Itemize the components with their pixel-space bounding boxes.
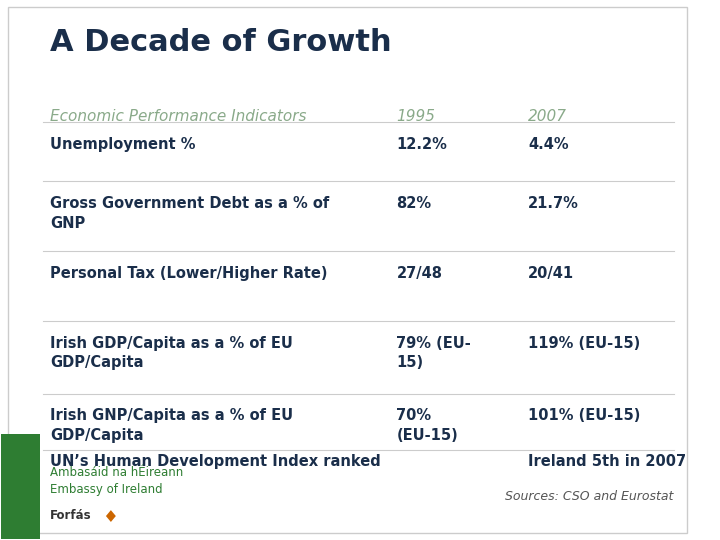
Text: Gross Government Debt as a % of
GNP: Gross Government Debt as a % of GNP bbox=[50, 196, 329, 231]
Text: 27/48: 27/48 bbox=[397, 266, 442, 281]
Text: 82%: 82% bbox=[397, 196, 431, 211]
Bar bbox=[1, 434, 40, 538]
Text: Irish GNP/Capita as a % of EU
GDP/Capita: Irish GNP/Capita as a % of EU GDP/Capita bbox=[50, 408, 293, 443]
Text: A Decade of Growth: A Decade of Growth bbox=[50, 28, 392, 57]
Text: Personal Tax (Lower/Higher Rate): Personal Tax (Lower/Higher Rate) bbox=[50, 266, 328, 281]
Text: Forfás: Forfás bbox=[50, 509, 91, 522]
Text: 119% (EU-15): 119% (EU-15) bbox=[528, 335, 640, 350]
Text: Sources: CSO and Eurostat: Sources: CSO and Eurostat bbox=[505, 490, 674, 503]
Text: 79% (EU-
15): 79% (EU- 15) bbox=[397, 335, 471, 370]
Text: Unemployment %: Unemployment % bbox=[50, 137, 195, 152]
Text: 1995: 1995 bbox=[397, 109, 436, 124]
Text: 101% (EU-15): 101% (EU-15) bbox=[528, 408, 641, 423]
Text: 12.2%: 12.2% bbox=[397, 137, 447, 152]
Text: Irish GDP/Capita as a % of EU
GDP/Capita: Irish GDP/Capita as a % of EU GDP/Capita bbox=[50, 335, 293, 370]
Text: Economic Performance Indicators: Economic Performance Indicators bbox=[50, 109, 307, 124]
Text: 4.4%: 4.4% bbox=[528, 137, 569, 152]
Text: 20/41: 20/41 bbox=[528, 266, 575, 281]
Text: UN’s Human Development Index ranked: UN’s Human Development Index ranked bbox=[50, 454, 381, 469]
Text: Ireland 5th in 2007: Ireland 5th in 2007 bbox=[528, 454, 686, 469]
Text: 2007: 2007 bbox=[528, 109, 567, 124]
Text: Ambasáid na hÉireann
Embassy of Ireland: Ambasáid na hÉireann Embassy of Ireland bbox=[50, 466, 183, 496]
Polygon shape bbox=[106, 510, 116, 522]
Text: 70%
(EU-15): 70% (EU-15) bbox=[397, 408, 458, 443]
Text: 21.7%: 21.7% bbox=[528, 196, 579, 211]
